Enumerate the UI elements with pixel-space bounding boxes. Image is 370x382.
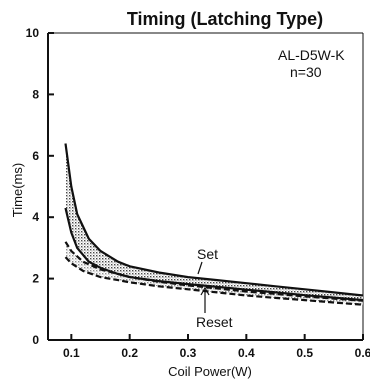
y-tick-label-10: 10: [26, 26, 40, 40]
line-set-lower: [64, 207, 364, 302]
x-tick-label-0.4: 0.4: [238, 346, 255, 360]
x-tick-label-0.1: 0.1: [63, 346, 80, 360]
x-tick-label-0.5: 0.5: [296, 346, 313, 360]
series-pointer-reset: [200, 286, 210, 313]
y-tick-label-6: 6: [32, 149, 39, 163]
series-pointer-set: [197, 261, 203, 275]
y-tick-label-0: 0: [32, 333, 39, 347]
annotation-model: AL-D5W-K: [278, 47, 345, 63]
y-tick-label-4: 4: [32, 210, 39, 224]
x-tick-label-0.2: 0.2: [121, 346, 138, 360]
y-axis-label: Time(ms): [10, 163, 25, 217]
annotation-sample-count: n=30: [290, 64, 322, 80]
chart-title: Timing (Latching Type): [127, 9, 323, 29]
data-lines: [64, 143, 364, 306]
plot-frame: [47, 32, 364, 341]
x-tick-label-0.6: 0.6: [355, 346, 370, 360]
series-label-set: Set: [197, 246, 218, 262]
x-tick-label-0.3: 0.3: [180, 346, 197, 360]
y-tick-label-8: 8: [32, 87, 39, 101]
axis-tick-labels: 0 2 4 6 8 10 0.1 0.2 0.3 0.4 0.5 0.6: [26, 26, 370, 360]
series-label-reset: Reset: [196, 314, 233, 330]
x-axis-label: Coil Power(W): [168, 364, 252, 379]
line-reset-upper: [64, 241, 364, 302]
y-tick-label-2: 2: [32, 272, 39, 286]
line-set-upper: [64, 143, 364, 297]
axis-ticks: [48, 32, 364, 341]
